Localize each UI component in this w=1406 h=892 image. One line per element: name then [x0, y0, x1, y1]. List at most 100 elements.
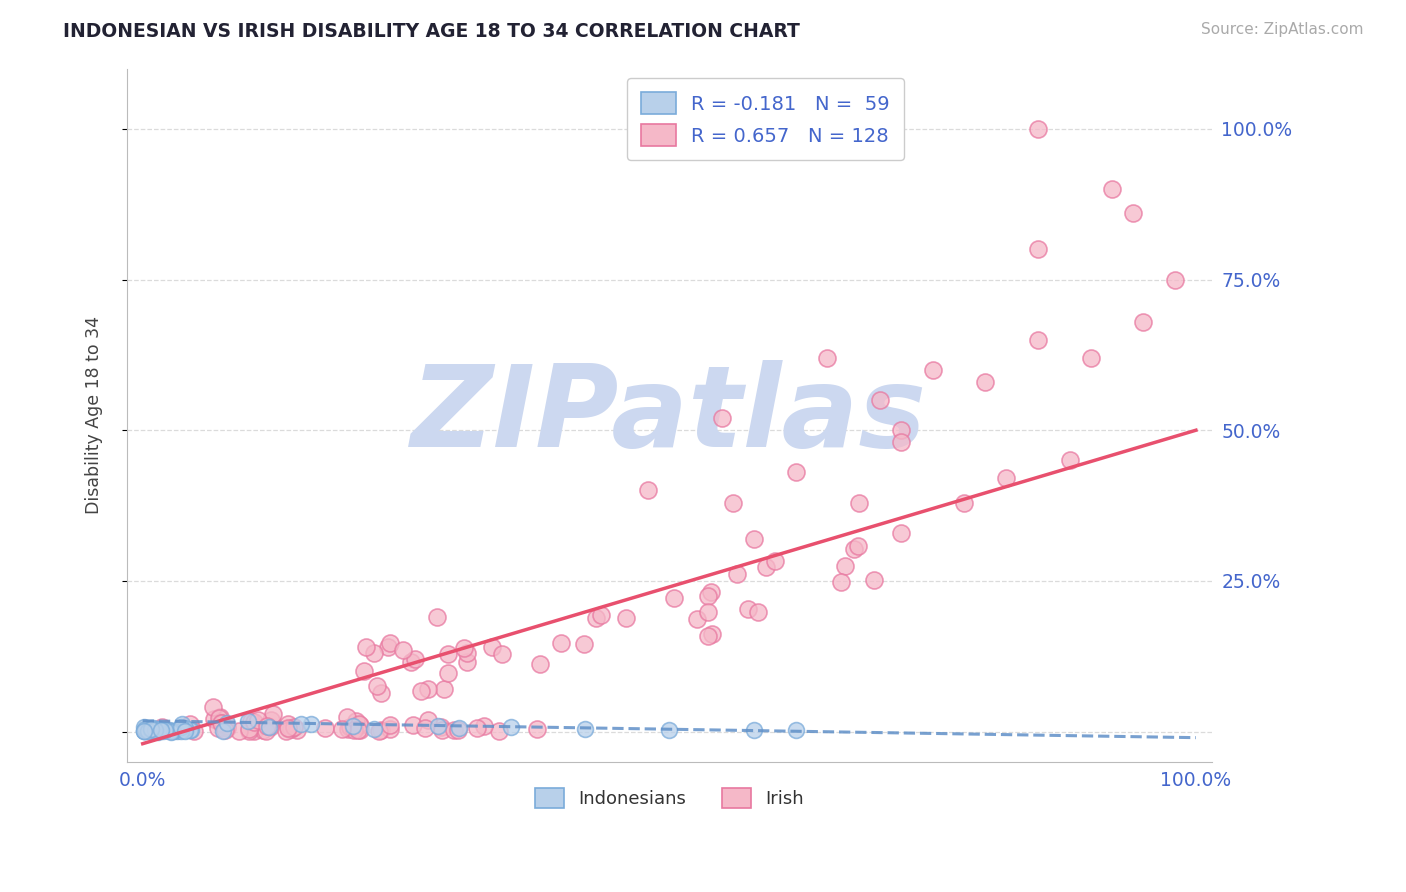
Point	[314, 721, 336, 735]
Point	[402, 717, 425, 731]
Point	[585, 610, 607, 624]
Point	[256, 719, 278, 733]
Point	[377, 640, 399, 654]
Point	[257, 720, 280, 734]
Point	[526, 723, 548, 737]
Point	[148, 723, 170, 737]
Point	[170, 717, 193, 731]
Point	[1164, 272, 1187, 286]
Point	[378, 722, 401, 736]
Point	[834, 558, 856, 573]
Point	[202, 712, 225, 726]
Point	[363, 722, 385, 736]
Point	[846, 539, 869, 553]
Point	[146, 723, 169, 737]
Point	[430, 720, 453, 734]
Point	[437, 647, 460, 661]
Point	[145, 722, 167, 736]
Point	[139, 722, 162, 736]
Point	[215, 719, 238, 733]
Point	[139, 723, 162, 738]
Point	[737, 602, 759, 616]
Point	[658, 723, 681, 737]
Point	[201, 700, 224, 714]
Point	[159, 723, 181, 738]
Point	[354, 640, 377, 654]
Point	[343, 723, 366, 738]
Point	[349, 718, 371, 732]
Point	[889, 525, 911, 540]
Point	[491, 648, 513, 662]
Point	[1101, 182, 1123, 196]
Point	[146, 724, 169, 739]
Point	[166, 723, 188, 738]
Point	[785, 466, 807, 480]
Point	[404, 652, 426, 666]
Point	[378, 636, 401, 650]
Point	[339, 720, 361, 734]
Point	[488, 724, 510, 739]
Point	[725, 566, 748, 581]
Point	[212, 724, 235, 739]
Point	[143, 723, 166, 738]
Point	[953, 495, 976, 509]
Point	[637, 483, 659, 498]
Point	[152, 723, 174, 737]
Point	[254, 723, 277, 738]
Point	[1026, 333, 1049, 347]
Point	[215, 721, 238, 735]
Point	[426, 718, 449, 732]
Point	[862, 573, 884, 587]
Point	[183, 723, 205, 738]
Point	[280, 723, 302, 737]
Point	[697, 628, 720, 642]
Point	[179, 717, 201, 731]
Point	[215, 715, 238, 730]
Point	[447, 723, 470, 738]
Point	[274, 723, 297, 738]
Point	[370, 686, 392, 700]
Point	[155, 723, 177, 737]
Point	[139, 723, 162, 738]
Point	[143, 722, 166, 736]
Point	[529, 657, 551, 671]
Point	[399, 655, 422, 669]
Point	[160, 723, 183, 738]
Point	[207, 721, 229, 735]
Point	[550, 636, 572, 650]
Point	[353, 664, 375, 678]
Point	[236, 714, 259, 728]
Point	[869, 393, 891, 408]
Point	[214, 719, 236, 733]
Point	[572, 636, 595, 650]
Point	[416, 681, 439, 696]
Point	[228, 723, 250, 738]
Point	[453, 640, 475, 655]
Point	[409, 684, 432, 698]
Point	[370, 723, 392, 738]
Point	[349, 723, 371, 738]
Point	[134, 724, 156, 739]
Point	[342, 718, 364, 732]
Point	[153, 723, 176, 737]
Point	[149, 723, 172, 737]
Point	[472, 719, 495, 733]
Point	[349, 717, 371, 731]
Point	[366, 679, 388, 693]
Point	[260, 713, 283, 727]
Point	[447, 721, 470, 735]
Point	[416, 713, 439, 727]
Point	[815, 351, 838, 365]
Point	[481, 640, 503, 654]
Point	[686, 612, 709, 626]
Point	[699, 585, 721, 599]
Point	[664, 591, 686, 606]
Point	[136, 724, 159, 739]
Point	[465, 721, 488, 735]
Point	[842, 542, 865, 557]
Point	[214, 723, 236, 737]
Point	[721, 495, 744, 509]
Point	[696, 589, 718, 603]
Point	[247, 713, 270, 727]
Point	[754, 560, 776, 574]
